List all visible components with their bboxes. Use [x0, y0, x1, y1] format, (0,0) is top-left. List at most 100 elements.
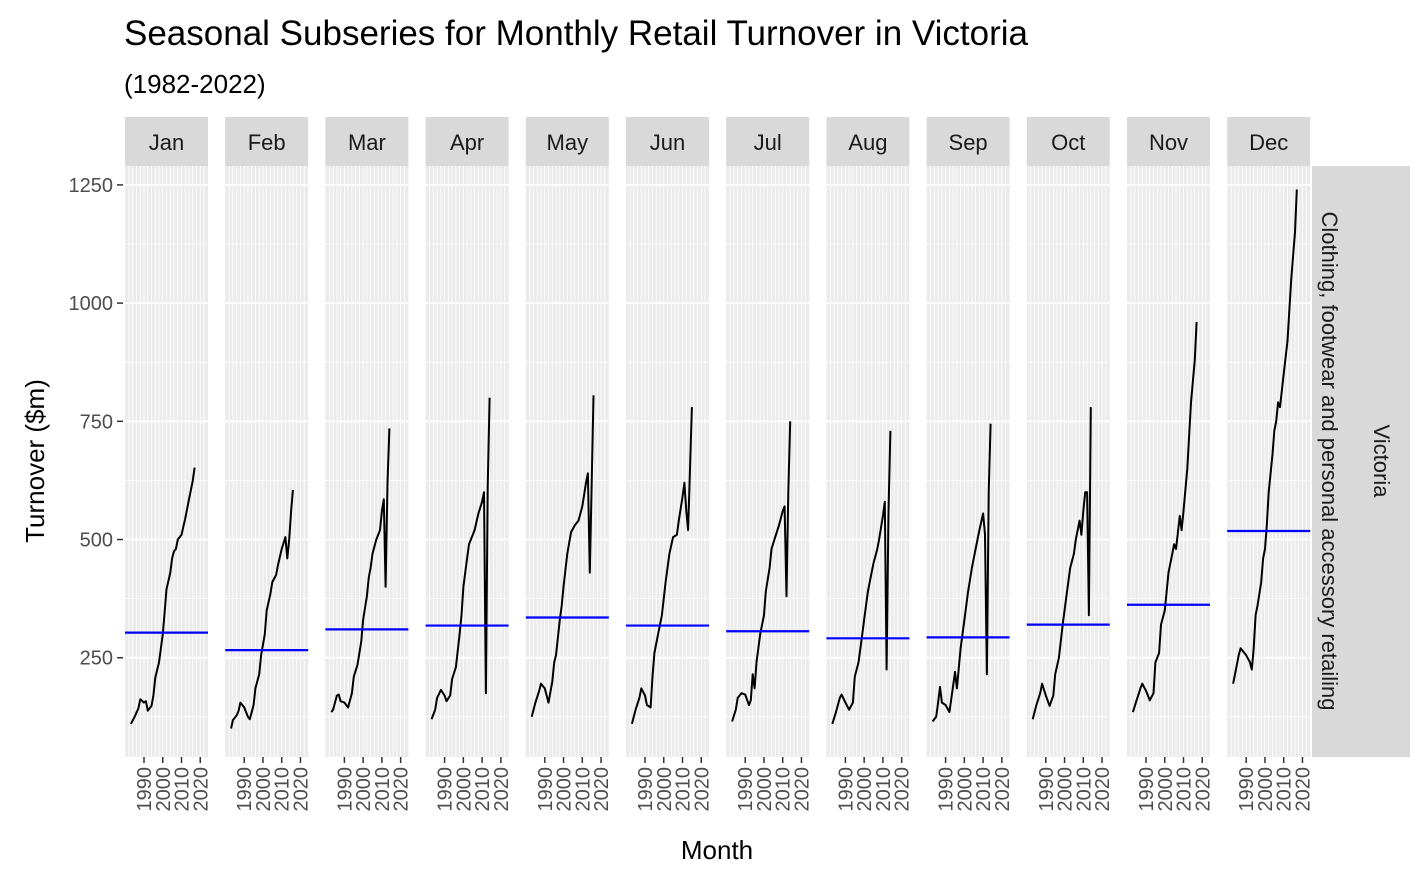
facet-strip-label: Jan — [149, 130, 184, 155]
chart-subtitle: (1982-2022) — [124, 69, 266, 99]
series-line-jan — [130, 467, 196, 725]
x-tick-label: 2010 — [973, 767, 995, 812]
series-line-aug — [831, 430, 892, 725]
facet-strip-label: Jul — [754, 130, 782, 155]
x-tick-label: 2000 — [854, 767, 876, 812]
x-tick-label: 2010 — [673, 767, 695, 812]
x-tick-label: 1990 — [735, 767, 757, 812]
facet-panels: Jan1990200020102020Feb1990200020102020Ma… — [125, 117, 1314, 812]
x-tick-label: 2020 — [391, 767, 413, 812]
series-line-jun — [630, 407, 693, 725]
facet-strip-label: Apr — [450, 130, 484, 155]
y-tick-label: 1250 — [69, 175, 114, 197]
facet-strip — [926, 117, 1010, 166]
x-tick-label: 2020 — [691, 767, 713, 812]
facet-strip — [425, 117, 509, 166]
facet-strip-label: Nov — [1149, 130, 1188, 155]
x-tick-label: 1990 — [334, 767, 356, 812]
y-axis-title: Turnover ($m) — [20, 379, 50, 543]
facet-strip — [1026, 117, 1110, 166]
x-tick-label: 2020 — [1092, 767, 1114, 812]
x-tick-label: 2010 — [1073, 767, 1095, 812]
series-line-dec — [1232, 189, 1298, 684]
y-tick-label: 1000 — [69, 293, 114, 315]
series-line-oct — [1031, 407, 1092, 720]
series-line-feb — [230, 489, 294, 729]
x-tick-label: 2010 — [372, 767, 394, 812]
row-strip: Victoria Clothing, footwear and personal … — [1312, 166, 1410, 757]
x-tick-label: 2010 — [1174, 767, 1196, 812]
facet-strip-label: Sep — [949, 130, 988, 155]
series-line-may — [530, 395, 595, 718]
facet-strip — [225, 117, 309, 166]
x-tick-label: 2000 — [153, 767, 175, 812]
facet-strip-label: Mar — [348, 130, 386, 155]
facet-strip — [1227, 117, 1311, 166]
x-tick-label: 2010 — [873, 767, 895, 812]
facet-strip — [726, 117, 810, 166]
x-tick-label: 2020 — [1292, 767, 1314, 812]
x-tick-label: 1990 — [1036, 767, 1058, 812]
y-axis: 250 500 750 1000 1250 — [69, 175, 123, 670]
x-tick-label: 1990 — [1136, 767, 1158, 812]
series-line-nov — [1131, 321, 1198, 713]
x-tick-label: 2000 — [954, 767, 976, 812]
x-tick-label: 2020 — [892, 767, 914, 812]
x-tick-label: 2010 — [172, 767, 194, 812]
facet-strip-label: Dec — [1249, 130, 1288, 155]
x-tick-label: 2020 — [591, 767, 613, 812]
facet-strip — [525, 117, 609, 166]
x-tick-label: 1990 — [936, 767, 958, 812]
x-tick-label: 1990 — [234, 767, 256, 812]
x-tick-label: 2010 — [1274, 767, 1296, 812]
x-tick-label: 1990 — [1236, 767, 1258, 812]
series-line-mar — [330, 428, 391, 713]
facet-strip-label: Aug — [848, 130, 887, 155]
x-tick-label: 2000 — [353, 767, 375, 812]
row-strip-label-industry: Clothing, footwear and personal accessor… — [1317, 212, 1342, 711]
series-line-jul — [731, 421, 792, 722]
x-tick-label: 2010 — [472, 767, 494, 812]
facet-strip-label: Oct — [1051, 130, 1085, 155]
x-tick-label: 2000 — [1155, 767, 1177, 812]
chart-title: Seasonal Subseries for Monthly Retail Tu… — [124, 14, 1029, 53]
x-tick-label: 1990 — [134, 767, 156, 812]
x-tick-label: 2000 — [1055, 767, 1077, 812]
x-tick-label: 2010 — [572, 767, 594, 812]
x-tick-label: 2000 — [654, 767, 676, 812]
facet-strip-label: Jun — [650, 130, 685, 155]
x-tick-label: 2000 — [1255, 767, 1277, 812]
x-tick-label: 2000 — [253, 767, 275, 812]
x-tick-label: 2020 — [290, 767, 312, 812]
x-tick-label: 2010 — [773, 767, 795, 812]
x-tick-label: 1990 — [535, 767, 557, 812]
x-tick-label: 1990 — [835, 767, 857, 812]
x-tick-label: 2000 — [554, 767, 576, 812]
facet-strip-label: Feb — [248, 130, 286, 155]
x-tick-label: 2000 — [453, 767, 475, 812]
x-tick-label: 2020 — [1192, 767, 1214, 812]
row-strip-label-state: Victoria — [1369, 425, 1394, 499]
x-tick-label: 1990 — [635, 767, 657, 812]
row-strip-background — [1312, 166, 1410, 757]
x-tick-label: 2020 — [992, 767, 1014, 812]
facet-strip — [826, 117, 910, 166]
series-line-sep — [931, 423, 992, 723]
facet-strip — [325, 117, 409, 166]
facet-strip — [626, 117, 709, 166]
y-tick-label: 250 — [80, 648, 113, 670]
y-tick-label: 750 — [80, 411, 113, 433]
facet-strip — [1127, 117, 1210, 166]
